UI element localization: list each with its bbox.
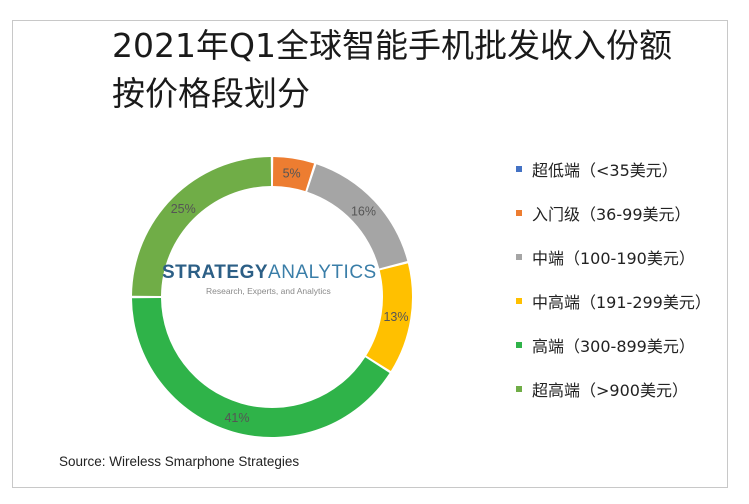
legend-swatch [516, 166, 522, 172]
logo-word-strategy: STRATEGY [162, 262, 269, 283]
legend-label: 超低端（<35美元） [532, 161, 678, 180]
legend-item: 中端（100-190美元） [516, 240, 711, 274]
donut-slices [132, 157, 412, 437]
legend-label: 入门级（36-99美元） [532, 205, 691, 224]
chart-legend: 超低端（<35美元） 入门级（36-99美元） 中端（100-190美元） 中高端（1… [516, 152, 711, 416]
legend-item: 超低端（<35美元） [516, 152, 711, 186]
chart-card [12, 20, 728, 488]
legend-item: 中高端（191-299美元） [516, 284, 711, 318]
slice-label-2: 5% [283, 167, 301, 181]
chart-title-line1: 2021年Q1全球智能手机批发收入份额 [112, 26, 672, 65]
source-note: Source: Wireless Smarphone Strategies [59, 454, 300, 469]
legend-item: 入门级（36-99美元） [516, 196, 711, 230]
slice-label-6: 25% [171, 202, 196, 216]
legend-item: 超高端（>900美元） [516, 372, 711, 406]
legend-label: 中端（100-190美元） [532, 249, 695, 268]
logo-tagline: Research, Experts, and Analytics [206, 286, 331, 296]
logo-wordmark: STRATEGYANALYTICS [162, 262, 442, 284]
strategy-analytics-logo: STRATEGYANALYTICS Research, Experts, and… [162, 262, 442, 296]
slice-label-5: 41% [224, 411, 249, 425]
logo-word-analytics: ANALYTICS [268, 262, 377, 283]
donut-slice-6 [132, 157, 272, 297]
legend-label: 中高端（191-299美元） [532, 293, 711, 312]
donut-slice-4 [366, 263, 412, 371]
legend-swatch [516, 386, 522, 392]
chart-title: 2021年Q1全球智能手机批发收入份额 按价格段划分 [112, 22, 672, 118]
legend-label: 高端（300-899美元） [532, 337, 695, 356]
donut-slice-labels: 5% 16% 13% 41% 25% [171, 167, 409, 425]
donut-slice-2 [272, 157, 315, 192]
legend-label: 超高端（>900美元） [532, 381, 688, 400]
legend-swatch [516, 298, 522, 304]
donut-slice-3 [307, 164, 408, 269]
slice-label-3: 16% [351, 205, 376, 219]
donut-slice-5 [132, 297, 390, 437]
slice-label-4: 13% [383, 310, 408, 324]
chart-title-line2: 按价格段划分 [112, 74, 310, 113]
legend-swatch [516, 342, 522, 348]
legend-swatch [516, 210, 522, 216]
legend-swatch [516, 254, 522, 260]
legend-item: 高端（300-899美元） [516, 328, 711, 362]
